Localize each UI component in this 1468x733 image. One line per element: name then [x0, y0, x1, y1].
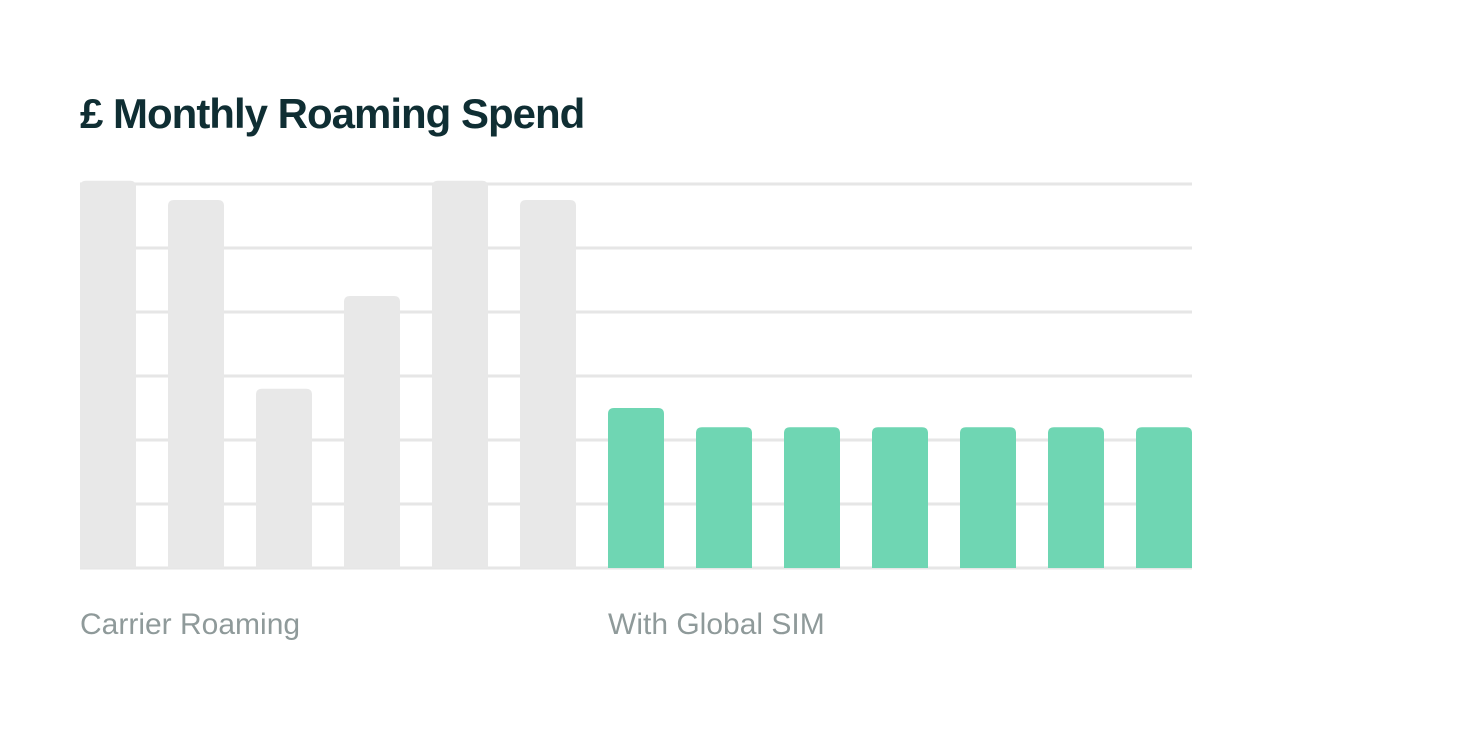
group-labels: Carrier Roaming With Global SIM: [80, 608, 825, 641]
chart-title: £ Monthly Roaming Spend: [80, 90, 584, 137]
bar: [432, 180, 488, 569]
bar: [344, 296, 400, 568]
bar: [1136, 427, 1192, 568]
bars: [80, 180, 1192, 569]
bar: [696, 427, 752, 568]
bar: [960, 427, 1016, 568]
bar: [1048, 427, 1104, 568]
bar: [256, 388, 312, 568]
series-label: With Global SIM: [608, 608, 825, 641]
series-label: Carrier Roaming: [80, 608, 300, 641]
bar: [784, 427, 840, 568]
bar: [872, 427, 928, 568]
bar: [80, 180, 136, 569]
bar: [520, 200, 576, 568]
bar: [608, 408, 664, 568]
bar: [168, 200, 224, 568]
